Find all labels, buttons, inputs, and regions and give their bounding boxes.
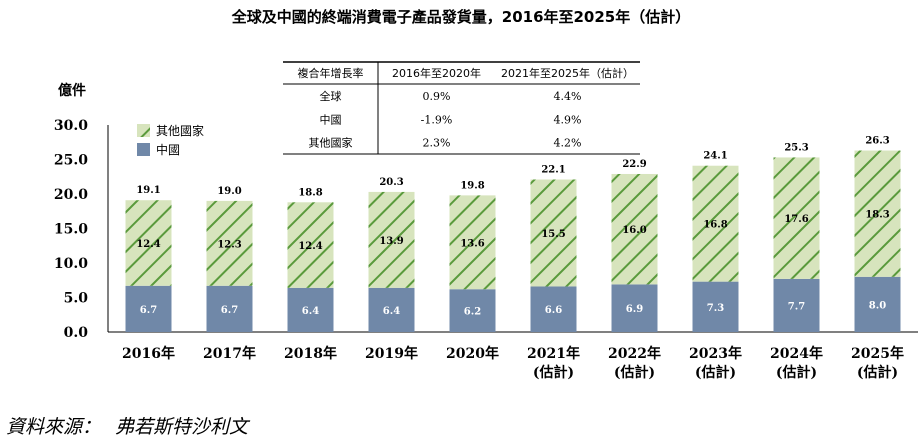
y-tick-label: 20.0 bbox=[54, 187, 88, 203]
bar-other bbox=[611, 173, 658, 285]
x-tick-label: 2025年 bbox=[851, 345, 904, 362]
data-label-other: 13.6 bbox=[460, 238, 484, 249]
source-note: 資料來源： 弗若斯特沙利文 bbox=[6, 412, 248, 439]
x-tick-label: 2020年 bbox=[446, 345, 499, 362]
data-label-other: 16.8 bbox=[703, 220, 727, 231]
bar-china bbox=[287, 287, 334, 332]
legend-swatch-other bbox=[137, 124, 150, 137]
data-label-other: 18.3 bbox=[865, 210, 889, 221]
x-tick-label: 2018年 bbox=[284, 345, 337, 362]
bar-china bbox=[449, 289, 496, 332]
table-cell: 全球 bbox=[320, 89, 342, 103]
bar-china bbox=[530, 286, 577, 332]
data-label-total: 19.8 bbox=[460, 180, 484, 191]
data-label-total: 22.9 bbox=[622, 159, 646, 170]
bar-other bbox=[125, 200, 172, 286]
x-tick-sublabel: (估計) bbox=[776, 364, 817, 381]
bar-china bbox=[854, 276, 901, 332]
data-label-total: 20.3 bbox=[379, 177, 403, 188]
bar-other bbox=[773, 157, 820, 279]
x-tick-sublabel: (估計) bbox=[857, 364, 898, 381]
cagr-table: 複合年增長率 2016年至2020年 2021年至2025年（估計） 全球 0.9% 4.… bbox=[283, 61, 640, 155]
data-label-china: 6.7 bbox=[221, 305, 238, 316]
bar-china bbox=[611, 284, 658, 332]
data-label-other: 17.6 bbox=[784, 214, 808, 225]
legend-label-other: 其他國家 bbox=[156, 123, 204, 138]
data-label-total: 22.1 bbox=[541, 165, 565, 176]
x-tick-label: 2023年 bbox=[689, 345, 742, 362]
legend-label-china: 中國 bbox=[156, 142, 180, 157]
data-label-total: 19.1 bbox=[136, 185, 160, 196]
data-label-total: 25.3 bbox=[784, 142, 808, 153]
data-label-china: 6.7 bbox=[140, 305, 157, 316]
x-tick-sublabel: (估計) bbox=[533, 364, 574, 381]
table-cell: -1.9% bbox=[421, 114, 453, 127]
table-header-cell: 2016年至2020年 bbox=[392, 66, 481, 80]
x-tick-label: 2021年 bbox=[527, 345, 580, 362]
bar-china bbox=[206, 285, 253, 332]
bars: 6.7 12.4 19.1 2016年 6.7 12.3 19.0 2017年 6.4 12.4 1… bbox=[122, 136, 904, 381]
y-tick-label: 5.0 bbox=[64, 291, 89, 307]
data-label-other: 12.4 bbox=[298, 241, 322, 252]
legend-swatch-china bbox=[137, 143, 150, 156]
data-label-china: 6.4 bbox=[383, 306, 400, 317]
data-label-china: 6.6 bbox=[545, 305, 562, 316]
x-tick-label: 2024年 bbox=[770, 345, 823, 362]
data-label-china: 7.7 bbox=[788, 301, 805, 312]
y-tick-label: 15.0 bbox=[54, 222, 88, 238]
bar-other bbox=[530, 179, 577, 287]
x-tick-label: 2022年 bbox=[608, 345, 661, 362]
source-label: 資料來源： bbox=[6, 416, 102, 438]
data-label-china: 8.0 bbox=[869, 300, 886, 311]
data-label-china: 6.2 bbox=[464, 307, 481, 318]
data-label-total: 26.3 bbox=[865, 136, 889, 147]
y-tick-label: 0.0 bbox=[64, 325, 89, 341]
bar-china bbox=[368, 287, 415, 332]
chart-title: 全球及中國的終端消費電子產品發貨量，2016年至2025年（估計） bbox=[231, 8, 691, 26]
source-value: 弗若斯特沙利文 bbox=[115, 416, 249, 438]
table-cell: 其他國家 bbox=[309, 136, 353, 150]
bar-china bbox=[773, 278, 820, 332]
x-tick-label: 2019年 bbox=[365, 345, 418, 362]
data-label-total: 24.1 bbox=[703, 151, 727, 162]
data-label-total: 18.8 bbox=[298, 187, 322, 198]
data-label-other: 12.3 bbox=[217, 239, 241, 250]
bar-china bbox=[692, 281, 739, 332]
x-tick-label: 2017年 bbox=[203, 345, 256, 362]
data-label-china: 6.4 bbox=[302, 306, 319, 317]
data-label-china: 6.9 bbox=[626, 304, 643, 315]
bar-other bbox=[206, 200, 253, 286]
bar-china bbox=[125, 285, 172, 332]
data-label-other: 16.0 bbox=[622, 225, 646, 236]
table-cell: 2.3% bbox=[423, 137, 451, 150]
table-cell: 中國 bbox=[320, 114, 342, 127]
data-label-other: 12.4 bbox=[136, 239, 160, 250]
table-cell: 4.9% bbox=[554, 114, 582, 127]
y-tick-label: 10.0 bbox=[54, 256, 88, 272]
bar-other bbox=[368, 191, 415, 288]
bar-other bbox=[692, 165, 739, 282]
data-label-other: 15.5 bbox=[541, 229, 565, 240]
y-tick-label: 25.0 bbox=[54, 153, 88, 169]
x-tick-sublabel: (估計) bbox=[695, 364, 736, 381]
bar-other bbox=[854, 150, 901, 277]
table-cell: 4.2% bbox=[554, 137, 582, 150]
table-cell: 4.4% bbox=[554, 90, 582, 103]
data-label-other: 13.9 bbox=[379, 236, 403, 247]
table-header-cell: 2021年至2025年（估計） bbox=[501, 66, 634, 80]
bar-other bbox=[449, 195, 496, 290]
x-tick-sublabel: (估計) bbox=[614, 364, 655, 381]
y-axis-label: 億件 bbox=[58, 82, 86, 99]
data-label-total: 19.0 bbox=[217, 186, 241, 197]
bar-other bbox=[287, 202, 334, 288]
table-header-cell: 複合年增長率 bbox=[298, 66, 364, 80]
x-tick-label: 2016年 bbox=[122, 345, 175, 362]
y-tick-label: 30.0 bbox=[54, 118, 88, 134]
table-cell: 0.9% bbox=[423, 90, 451, 103]
data-label-china: 7.3 bbox=[707, 303, 724, 314]
